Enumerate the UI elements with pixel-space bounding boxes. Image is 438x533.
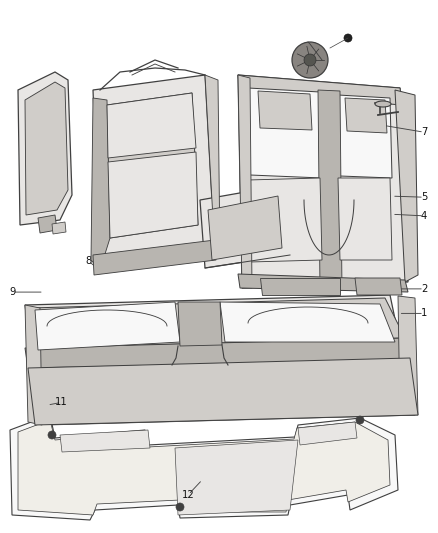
Text: 2: 2 [421, 284, 427, 294]
Polygon shape [25, 338, 410, 368]
Polygon shape [208, 196, 282, 260]
Polygon shape [25, 82, 68, 215]
Polygon shape [238, 75, 408, 288]
Polygon shape [345, 98, 387, 133]
Circle shape [48, 431, 56, 439]
Polygon shape [93, 75, 215, 270]
Polygon shape [30, 298, 405, 348]
Polygon shape [398, 296, 418, 415]
Circle shape [292, 42, 328, 78]
Polygon shape [238, 274, 408, 292]
Polygon shape [355, 278, 402, 295]
Circle shape [304, 54, 316, 66]
Polygon shape [35, 302, 180, 350]
Polygon shape [220, 302, 395, 342]
Polygon shape [338, 95, 392, 178]
Polygon shape [28, 358, 418, 425]
Polygon shape [318, 90, 342, 290]
Polygon shape [205, 75, 220, 258]
Polygon shape [178, 302, 222, 346]
Circle shape [356, 416, 364, 424]
Polygon shape [91, 98, 110, 270]
Polygon shape [238, 75, 402, 105]
Polygon shape [25, 295, 415, 425]
Ellipse shape [375, 101, 391, 107]
Circle shape [344, 34, 352, 42]
Polygon shape [298, 422, 357, 445]
Polygon shape [107, 93, 196, 158]
Polygon shape [60, 430, 150, 452]
Text: 7: 7 [421, 127, 427, 137]
Text: 4: 4 [421, 211, 427, 221]
Polygon shape [107, 93, 198, 238]
Polygon shape [108, 152, 198, 238]
Polygon shape [18, 420, 390, 515]
Text: 12: 12 [182, 490, 195, 499]
Text: 11: 11 [55, 398, 68, 407]
Polygon shape [52, 222, 66, 234]
Polygon shape [175, 440, 298, 515]
Polygon shape [395, 90, 418, 282]
Text: 8: 8 [85, 256, 92, 266]
Circle shape [176, 503, 184, 511]
Polygon shape [248, 178, 322, 262]
Polygon shape [248, 88, 322, 178]
Polygon shape [258, 91, 312, 130]
Polygon shape [18, 72, 72, 225]
Text: 1: 1 [421, 309, 427, 318]
Polygon shape [10, 415, 398, 520]
Polygon shape [200, 185, 290, 268]
Polygon shape [238, 75, 252, 288]
Text: 5: 5 [421, 192, 427, 202]
Text: 10: 10 [55, 320, 67, 330]
Polygon shape [338, 178, 392, 260]
Text: 9: 9 [9, 287, 15, 297]
Polygon shape [260, 278, 340, 295]
Polygon shape [93, 240, 216, 275]
Polygon shape [25, 305, 42, 425]
Polygon shape [38, 215, 57, 233]
